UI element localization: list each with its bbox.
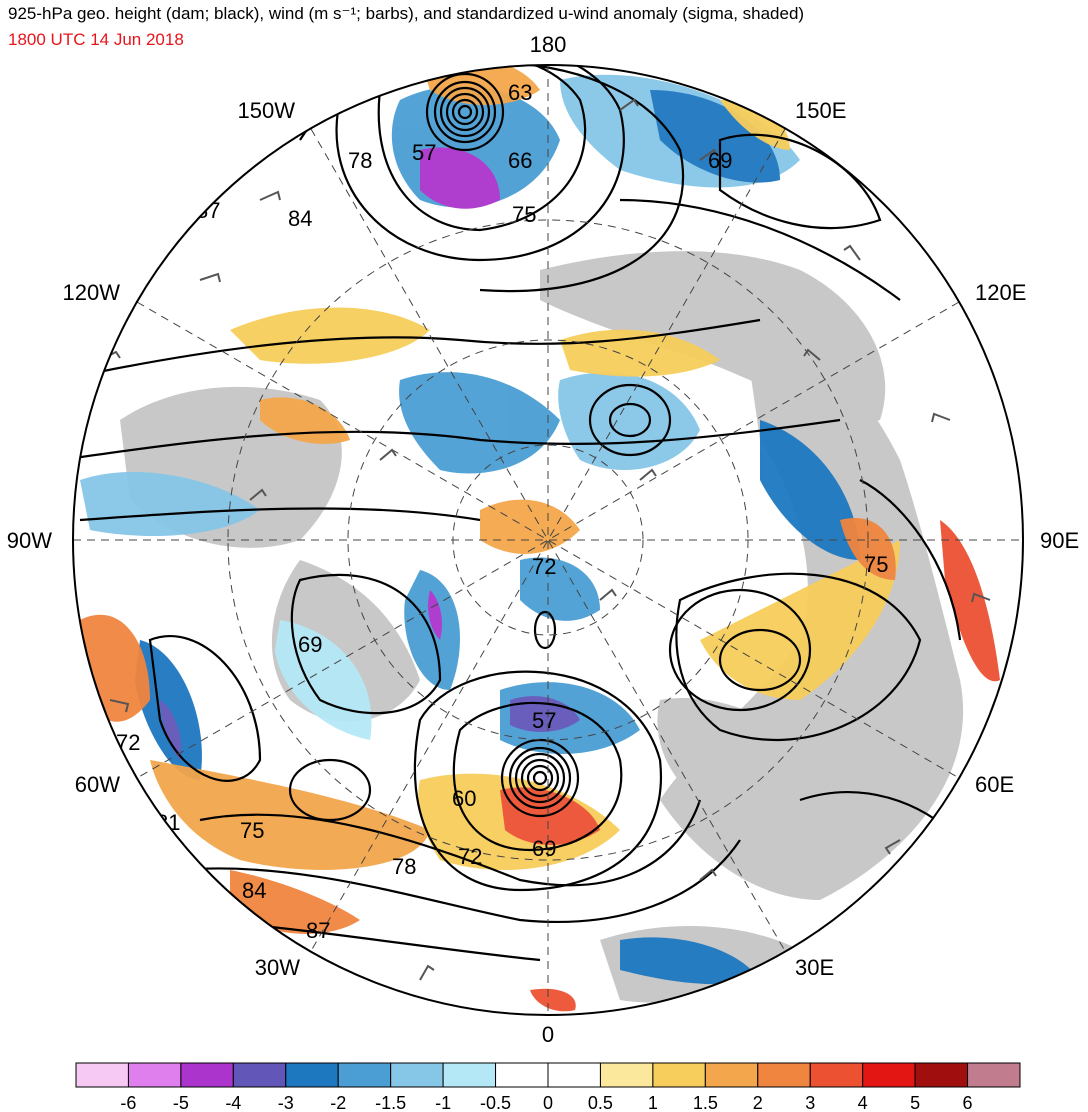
colorbar-swatch (967, 1062, 1021, 1088)
colorbar-tick-label: -6 (120, 1093, 136, 1112)
colorbar-tick-label: -0.5 (480, 1093, 511, 1112)
colorbar-swatch (180, 1062, 234, 1088)
contour-label: 60 (452, 786, 476, 811)
lon-label-60e: 60E (975, 772, 1014, 797)
colorbar-tick-label: 1 (648, 1093, 658, 1112)
contour-label: 75 (864, 552, 888, 577)
wind-barbs (99, 80, 991, 981)
colorbar-swatch (337, 1062, 392, 1088)
contour-label: 69 (532, 836, 556, 861)
colorbar-swatch (704, 1062, 759, 1088)
colorbar-tick-label: -3 (278, 1093, 294, 1112)
lon-label-60w: 60W (75, 772, 120, 797)
colorbar-tick-label: -5 (173, 1093, 189, 1112)
contour-label: 72 (458, 844, 482, 869)
contour-label: 75 (512, 202, 536, 227)
colorbar-swatch (232, 1062, 287, 1088)
contour-label: 87 (196, 198, 220, 223)
valid-time: 1800 UTC 14 Jun 2018 (8, 30, 184, 49)
map-boundary (72, 64, 1024, 1016)
contour-label: 63 (508, 80, 532, 105)
colorbar-swatch (390, 1062, 444, 1088)
colorbar: -6 -5 -4 -3 -2 -1.5 -1 -0.5 0 0.5 1 1.5 2 3 4 5 6 (75, 1062, 1021, 1112)
colorbar-tick-label: 0.5 (588, 1093, 613, 1112)
contour-label: 69 (708, 148, 732, 173)
contour-label: 57 (532, 708, 556, 733)
colorbar-tick-label: 6 (963, 1093, 973, 1112)
colorbar-tick-label: 1.5 (693, 1093, 718, 1112)
colorbar-tick-label: -2 (330, 1093, 346, 1112)
contour-label: 57 (412, 140, 436, 165)
colorbar-swatch (914, 1062, 969, 1088)
lon-label-30e: 30E (795, 955, 834, 980)
colorbar-swatch (75, 1062, 129, 1088)
colorbar-swatch (757, 1062, 811, 1088)
longitude-labels: 180 0 90W 90E 150W 150E 120W 120E 60W 60… (7, 32, 1079, 1047)
contour-label: 87 (306, 918, 330, 943)
colorbar-tick-label: -1 (435, 1093, 451, 1112)
colorbar-tick-label: 0 (543, 1093, 553, 1112)
lon-label-0: 0 (542, 1022, 554, 1047)
colorbar-tick-label: 2 (753, 1093, 763, 1112)
positive-anomaly-shading (80, 65, 1000, 1012)
contour-label: 78 (348, 148, 372, 173)
contour-label: 78 (392, 854, 416, 879)
height-contours (73, 65, 962, 962)
lon-label-120e: 120E (975, 280, 1026, 305)
lon-label-30w: 30W (255, 955, 300, 980)
lon-label-180: 180 (530, 32, 567, 57)
colorbar-tick-label: -4 (225, 1093, 241, 1112)
colorbar-swatch (809, 1062, 864, 1088)
contour-label: 84 (242, 878, 266, 903)
colorbar-swatch (862, 1062, 916, 1088)
lon-label-90w: 90W (7, 528, 52, 553)
colorbar-swatch (652, 1062, 706, 1088)
colorbar-tick-label: 4 (858, 1093, 868, 1112)
negative-anomaly-shading (80, 74, 860, 985)
lon-label-150w: 150W (238, 98, 296, 123)
colorbar-tick-label: -1.5 (375, 1093, 406, 1112)
lon-label-120w: 120W (63, 280, 121, 305)
colorbar-swatch (599, 1062, 654, 1088)
colorbar-swatch (547, 1062, 601, 1088)
colorbar-swatch (442, 1062, 497, 1088)
contour-label: 69 (298, 632, 322, 657)
contour-label: 84 (288, 206, 312, 231)
graticule (73, 65, 1023, 1015)
map-title: 925-hPa geo. height (dam; black), wind (… (8, 4, 805, 23)
contour-label: 75 (240, 818, 264, 843)
contour-label: 66 (508, 148, 532, 173)
lon-label-150e: 150E (795, 98, 846, 123)
colorbar-swatch (285, 1062, 339, 1088)
colorbar-swatch (127, 1062, 182, 1088)
contour-label: 72 (532, 554, 556, 579)
colorbar-tick-label: 5 (910, 1093, 920, 1112)
colorbar-tick-label: 3 (805, 1093, 815, 1112)
map-field: 63 57 66 69 78 87 84 75 72 69 72 81 75 6… (73, 65, 1023, 1015)
lon-label-90e: 90E (1040, 528, 1079, 553)
contour-label: 72 (116, 730, 140, 755)
colorbar-swatch (495, 1062, 549, 1088)
